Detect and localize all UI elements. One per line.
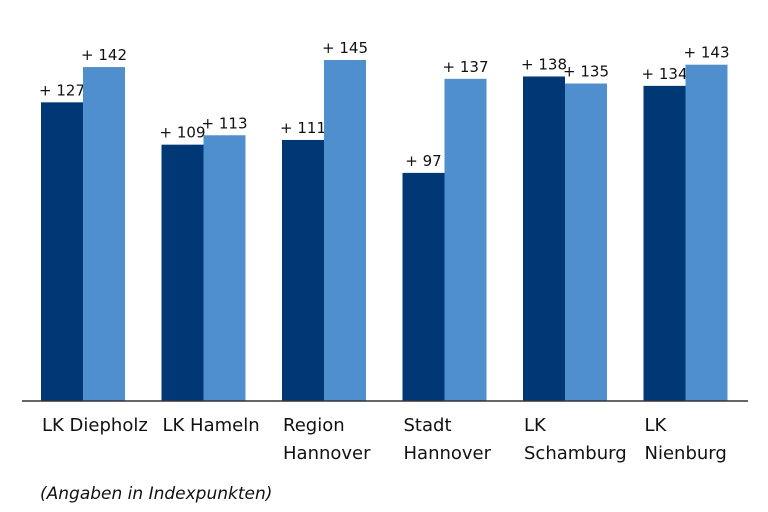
data-label: + 111 xyxy=(280,119,326,137)
bar xyxy=(523,76,565,401)
units-note: (Angaben in Indexpunkten) xyxy=(40,484,273,504)
bar xyxy=(282,139,324,401)
data-label: + 135 xyxy=(563,63,609,81)
category-label: LK Schamburg xyxy=(524,415,627,464)
category-label: LK Hameln xyxy=(163,415,260,436)
data-label: + 134 xyxy=(642,65,688,83)
bar xyxy=(444,78,487,402)
category-label: LK Diepholz xyxy=(42,415,148,436)
data-label: + 113 xyxy=(202,114,248,132)
category-label: LK Nienburg xyxy=(645,415,727,464)
bar xyxy=(41,102,83,402)
category-label: Region Hannover xyxy=(283,415,371,464)
data-label: + 109 xyxy=(160,124,206,142)
bar xyxy=(643,85,686,402)
bar xyxy=(83,67,125,401)
data-label: + 97 xyxy=(405,152,441,170)
bar xyxy=(161,144,204,402)
data-label: + 137 xyxy=(443,58,489,76)
bar xyxy=(402,172,445,401)
data-label: + 142 xyxy=(81,46,127,64)
bar xyxy=(203,135,246,401)
data-label: + 143 xyxy=(684,44,730,62)
bar-chart: + 127 + 142 LK Diepholz + 109+ 113 LK Hameln… xyxy=(22,39,748,464)
data-label: + 138 xyxy=(521,55,567,73)
data-label: + 127 xyxy=(39,81,85,99)
category-label: Stadt Hannover xyxy=(404,415,492,464)
bar xyxy=(324,60,366,401)
data-label: + 145 xyxy=(322,39,368,57)
bar xyxy=(565,83,607,401)
bar xyxy=(685,64,728,402)
